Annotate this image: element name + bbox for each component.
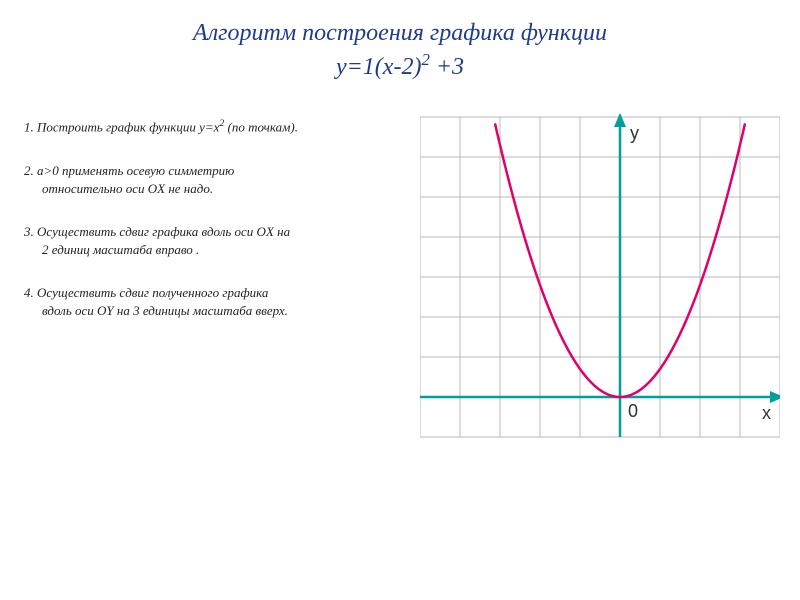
step-1-pre: 1. Построить график функции y=x <box>24 120 219 135</box>
title-line2-pre: y=1(x-2) <box>336 54 421 80</box>
steps-column: 1. Построить график функции y=x2 (по точ… <box>24 107 400 457</box>
step-1: 1. Построить график функции y=x2 (по точ… <box>24 117 400 136</box>
parabola-chart: y 0 x <box>420 107 780 457</box>
axis-y-label: y <box>630 123 639 144</box>
step-4: 4. Осуществить сдвиг полученного графика… <box>24 284 400 319</box>
chart-svg <box>420 107 780 457</box>
chart-area: y 0 x <box>420 107 780 457</box>
step-3: 3. Осуществить сдвиг графика вдоль оси O… <box>24 223 400 258</box>
step-2-line1: 2. a>0 применять осевую симметрию <box>24 163 234 178</box>
title-line1: Алгоритм построения графика функции <box>193 20 607 46</box>
title-line2-sup: 2 <box>421 50 429 69</box>
axis-x-label: x <box>762 403 771 424</box>
step-4-line2: вдоль оси OY на 3 единицы масштаба вверх… <box>24 302 400 320</box>
step-3-line2: 2 единиц масштаба вправо . <box>24 241 400 259</box>
step-4-line1: 4. Осуществить сдвиг полученного графика <box>24 285 268 300</box>
slide-title: Алгоритм построения графика функции y=1(… <box>0 0 800 87</box>
content-row: 1. Построить график функции y=x2 (по точ… <box>0 87 800 457</box>
title-line2-post: +3 <box>430 54 464 80</box>
step-1-post: (по точкам). <box>224 120 298 135</box>
step-2: 2. a>0 применять осевую симметрию относи… <box>24 162 400 197</box>
origin-label: 0 <box>628 401 638 422</box>
step-2-line2: относительно оси OX не надо. <box>24 180 400 198</box>
step-3-line1: 3. Осуществить сдвиг графика вдоль оси O… <box>24 224 290 239</box>
